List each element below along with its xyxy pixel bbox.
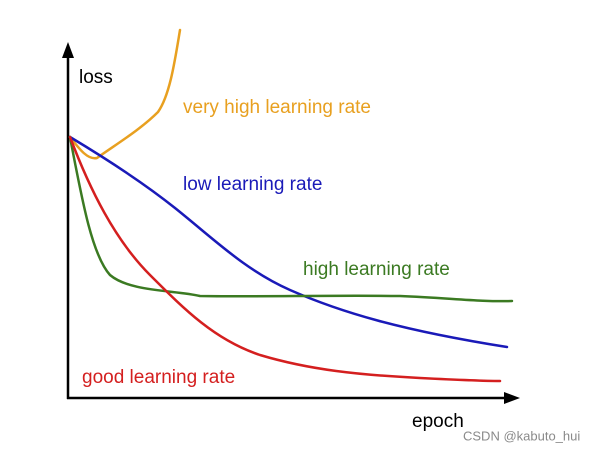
very-high-curve <box>68 28 182 160</box>
good-curve <box>68 135 502 383</box>
watermark: CSDN @kabuto_hui <box>463 428 580 443</box>
x-axis-arrow <box>504 392 520 404</box>
curve-label: high learning rate <box>303 259 450 280</box>
curve-label: good learning rate <box>82 367 235 388</box>
x-axis-label: epoch <box>412 411 464 432</box>
y-axis-label: loss <box>79 67 113 88</box>
high-curve <box>68 135 514 303</box>
curve-label: very high learning rate <box>183 97 371 118</box>
y-axis-arrow <box>62 42 74 58</box>
curve-label: low learning rate <box>183 174 322 195</box>
low-curve <box>68 135 509 349</box>
